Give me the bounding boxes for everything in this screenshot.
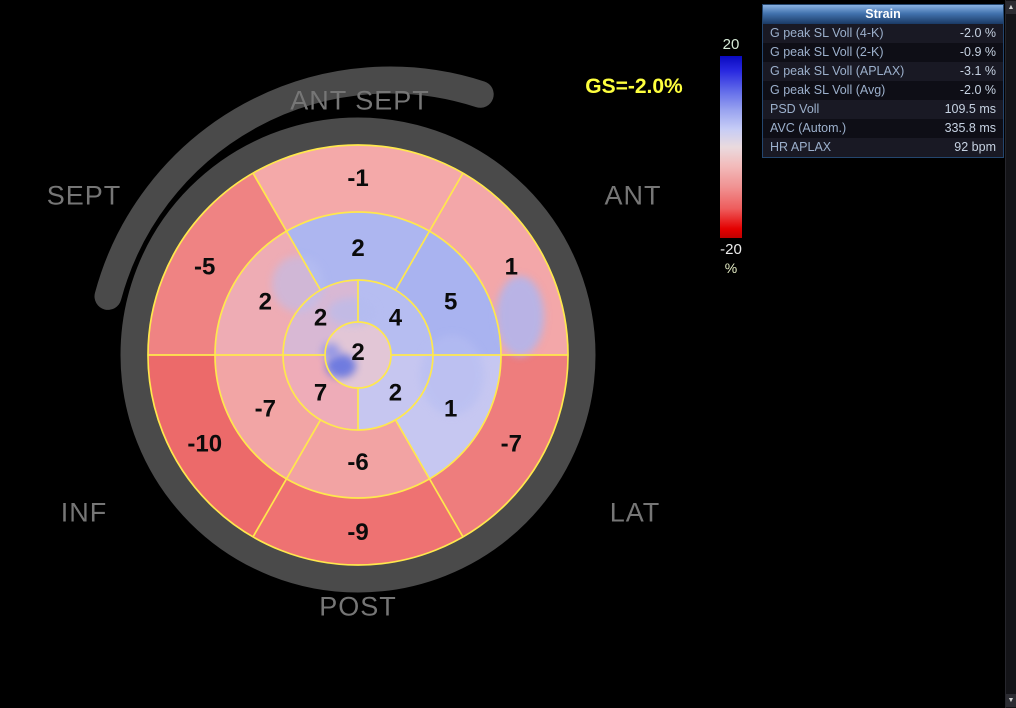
region-label-ant: ANT bbox=[604, 180, 662, 211]
scrollbar-track[interactable] bbox=[1006, 14, 1016, 694]
bullseye-segment bbox=[215, 355, 321, 479]
strain-color-blob bbox=[272, 256, 324, 312]
decoration-swoosh-arc bbox=[94, 66, 494, 310]
strain-row-value: 109.5 ms bbox=[944, 102, 996, 116]
strain-row-label: G peak SL Voll (APLAX) bbox=[770, 64, 905, 78]
strain-panel-title: Strain bbox=[763, 5, 1003, 24]
segment-value: 5 bbox=[444, 289, 457, 316]
strain-color-blob bbox=[328, 298, 376, 326]
bullseye-segment bbox=[283, 280, 358, 355]
segment-value: -1 bbox=[347, 165, 368, 192]
segment-value: 4 bbox=[389, 305, 403, 332]
strain-row: PSD Voll 109.5 ms bbox=[763, 100, 1003, 119]
bullseye-segment bbox=[148, 355, 287, 537]
bullseye-segment bbox=[286, 212, 430, 291]
region-label-inf: INF bbox=[60, 497, 108, 528]
colorbar-min-label: -20 bbox=[720, 241, 742, 258]
strain-row: HR APLAX 92 bpm bbox=[763, 138, 1003, 157]
segment-value: 7 bbox=[314, 379, 327, 406]
strain-row-label: G peak SL Voll (2-K) bbox=[770, 45, 884, 59]
strain-panel: Strain G peak SL Voll (4-K) -2.0 % G pea… bbox=[762, 4, 1004, 158]
strain-row: G peak SL Voll (Avg) -2.0 % bbox=[763, 81, 1003, 100]
decoration-ring bbox=[94, 66, 596, 593]
bullseye-segment bbox=[286, 419, 430, 498]
strain-row: G peak SL Voll (APLAX) -3.1 % bbox=[763, 62, 1003, 81]
segment-value: 1 bbox=[505, 254, 518, 281]
strain-row-value: -0.9 % bbox=[959, 45, 996, 59]
segment-value: 2 bbox=[389, 379, 402, 406]
strain-row-value: 92 bpm bbox=[954, 140, 996, 154]
segment-value: -9 bbox=[347, 519, 368, 546]
segment-value: 1 bbox=[444, 396, 457, 423]
scroll-up-icon[interactable]: ▲ bbox=[1006, 1, 1016, 14]
strain-panel-rows: G peak SL Voll (4-K) -2.0 % G peak SL Vo… bbox=[763, 24, 1003, 157]
bullseye-segment bbox=[395, 231, 501, 355]
strain-color-blob bbox=[496, 276, 544, 356]
strain-row: AVC (Autom.) 335.8 ms bbox=[763, 119, 1003, 138]
segment-value: 2 bbox=[351, 339, 364, 366]
segment-value: -10 bbox=[187, 431, 222, 458]
strain-row-value: -2.0 % bbox=[959, 83, 996, 97]
region-label-lat: LAT bbox=[609, 497, 661, 528]
bullseye-segment bbox=[283, 355, 358, 430]
strain-row-value: -2.0 % bbox=[959, 26, 996, 40]
strain-row: G peak SL Voll (4-K) -2.0 % bbox=[763, 24, 1003, 43]
scrollbar[interactable]: ▲ ▼ bbox=[1005, 0, 1016, 708]
segment-value: 2 bbox=[259, 289, 272, 316]
segment-value: -6 bbox=[347, 449, 368, 476]
strain-row-label: HR APLAX bbox=[770, 140, 832, 154]
bullseye-grid bbox=[147, 144, 569, 566]
strain-row: G peak SL Voll (2-K) -0.9 % bbox=[763, 43, 1003, 62]
gs-value-label: GS=-2.0% bbox=[585, 75, 683, 98]
strain-row-value: 335.8 ms bbox=[944, 121, 996, 135]
segment-value: 2 bbox=[351, 235, 364, 262]
bullseye-segment bbox=[148, 173, 287, 355]
decoration-ring-circle bbox=[120, 117, 596, 593]
strain-color-blob bbox=[326, 354, 356, 378]
segment-value: 2 bbox=[314, 305, 327, 332]
bullseye-segment bbox=[358, 355, 433, 430]
colorbar-unit-label: % bbox=[724, 260, 738, 276]
bullseye-segment bbox=[358, 280, 433, 355]
colorbar bbox=[720, 56, 742, 238]
strain-row-label: G peak SL Voll (4-K) bbox=[770, 26, 884, 40]
region-label-post: POST bbox=[319, 591, 397, 622]
strain-row-label: PSD Voll bbox=[770, 102, 820, 116]
colorbar-max-label: 20 bbox=[722, 36, 740, 53]
strain-row-label: AVC (Autom.) bbox=[770, 121, 847, 135]
strain-row-label: G peak SL Voll (Avg) bbox=[770, 83, 886, 97]
region-label-sept: SEPT bbox=[46, 180, 122, 211]
bullseye-segment bbox=[253, 478, 463, 565]
bullseye-segment bbox=[253, 145, 463, 232]
segment-value: -7 bbox=[255, 396, 276, 423]
segment-value: -5 bbox=[194, 254, 215, 281]
strain-row-value: -3.1 % bbox=[959, 64, 996, 78]
segment-value: -7 bbox=[501, 431, 522, 458]
scroll-down-icon[interactable]: ▼ bbox=[1006, 694, 1016, 707]
colorbar-group: 20 -20 % bbox=[710, 36, 752, 276]
region-label-ant-sept: ANT SEPT bbox=[290, 85, 430, 116]
bullseye-segments bbox=[148, 145, 568, 565]
bullseye-segment bbox=[429, 355, 568, 537]
